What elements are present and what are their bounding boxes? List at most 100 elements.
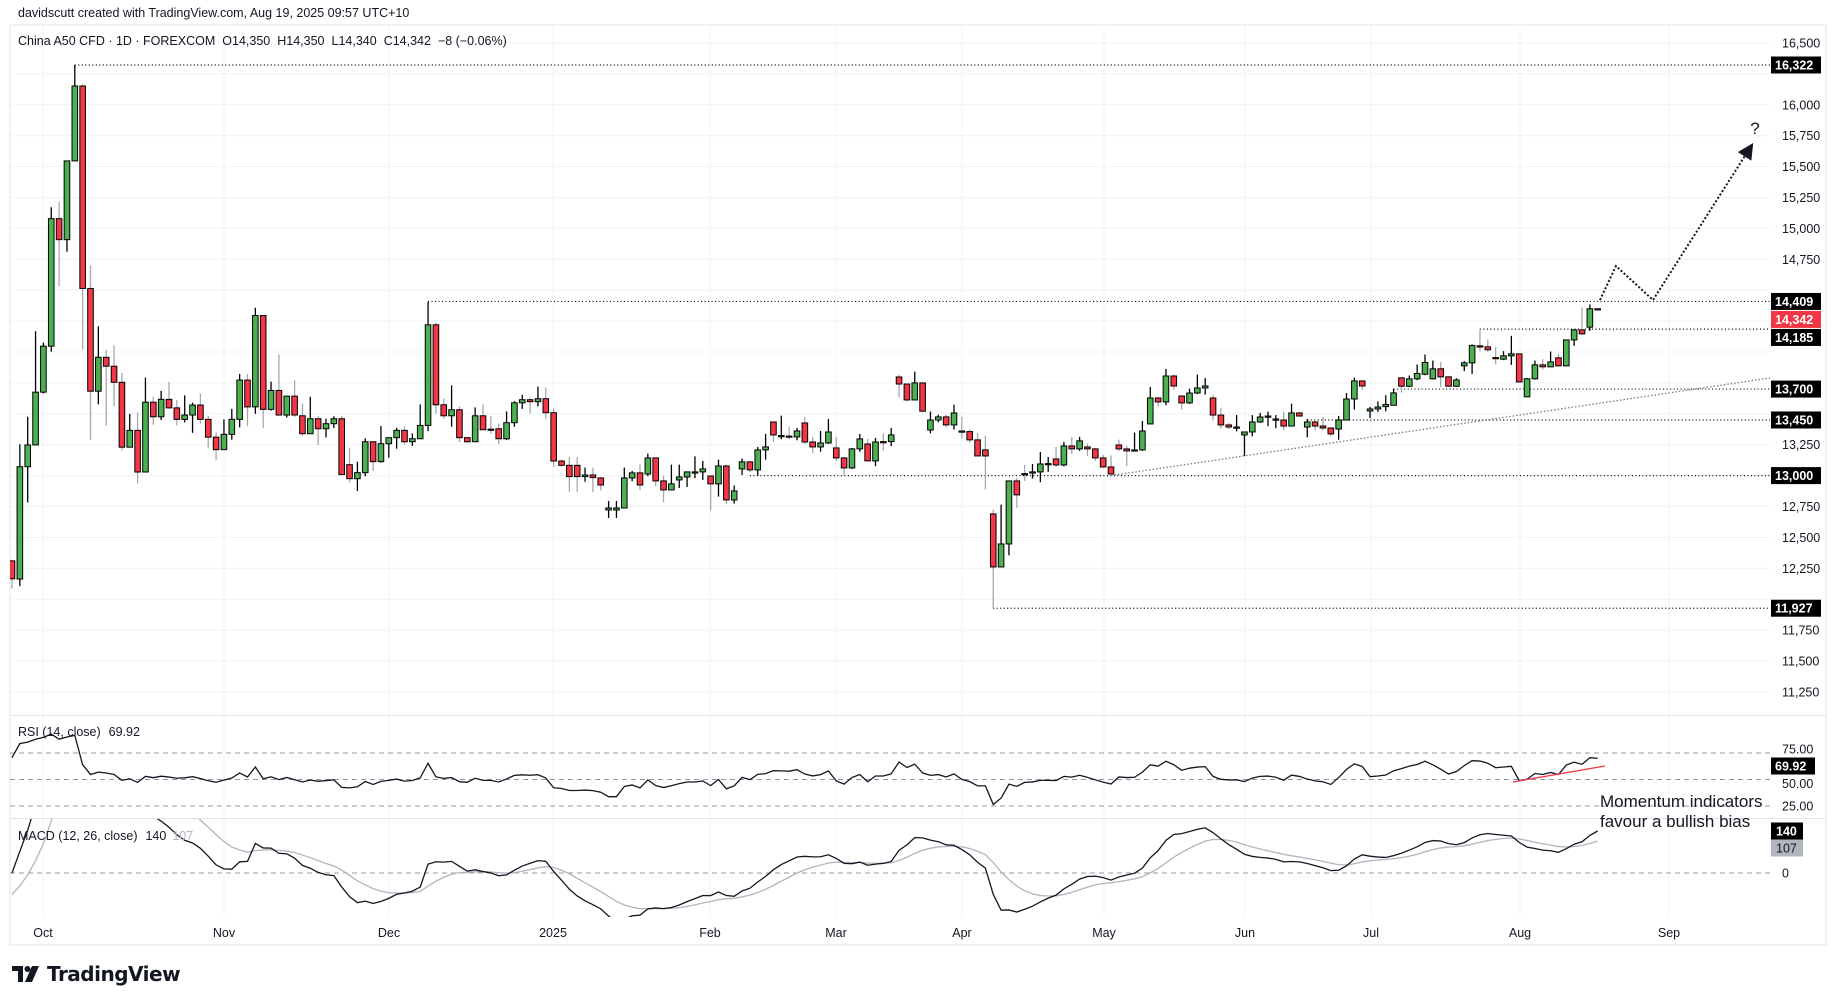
candle-bearish[interactable]: [87, 265, 94, 440]
candle-bullish[interactable]: [1256, 412, 1264, 423]
candle-bullish[interactable]: [1531, 360, 1539, 380]
candle-bearish[interactable]: [974, 432, 981, 457]
candle-bullish[interactable]: [307, 396, 314, 435]
candle-bullish[interactable]: [1586, 304, 1594, 331]
candle-bullish[interactable]: [471, 407, 479, 443]
candle-bullish[interactable]: [511, 401, 518, 427]
candle-bullish[interactable]: [683, 471, 691, 487]
candle-bullish[interactable]: [252, 307, 259, 414]
candle-bullish[interactable]: [817, 430, 824, 452]
macd-signal-line[interactable]: [11, 701, 1598, 910]
candle-bearish[interactable]: [314, 416, 322, 446]
candle-bearish[interactable]: [79, 84, 86, 350]
candle-bullish[interactable]: [518, 394, 526, 409]
candle-bearish[interactable]: [1154, 396, 1162, 407]
candle-bullish[interactable]: [1076, 436, 1083, 451]
candle-bullish[interactable]: [409, 433, 416, 446]
candle-bearish[interactable]: [880, 433, 887, 451]
candle-bullish[interactable]: [267, 381, 275, 411]
candle-bearish[interactable]: [204, 415, 212, 448]
candle-bearish[interactable]: [440, 398, 448, 419]
time-axis[interactable]: Oct Nov Dec 2025 Feb Mar Apr May Jun Jul Aug Sep: [33, 926, 1680, 940]
candle-bearish[interactable]: [895, 374, 903, 398]
candle-bullish[interactable]: [1060, 441, 1068, 467]
rising-trendline[interactable]: [1110, 377, 1770, 477]
candle-bullish[interactable]: [997, 504, 1005, 568]
candle-bullish[interactable]: [393, 427, 400, 449]
candle-bearish[interactable]: [1398, 377, 1405, 393]
candle-bullish[interactable]: [424, 301, 432, 432]
candle-bullish[interactable]: [1500, 351, 1507, 361]
candle-bullish[interactable]: [605, 500, 612, 518]
candle-bearish[interactable]: [401, 426, 408, 445]
candle-bearish[interactable]: [1476, 328, 1484, 352]
candle-bearish[interactable]: [1170, 374, 1178, 390]
candle-bullish[interactable]: [71, 65, 79, 162]
candle-bullish[interactable]: [1005, 480, 1013, 556]
candle-bearish[interactable]: [723, 464, 730, 504]
candle-bearish[interactable]: [102, 349, 110, 426]
candle-bullish[interactable]: [181, 395, 188, 423]
candle-bullish[interactable]: [126, 413, 134, 448]
candle-bullish[interactable]: [1233, 415, 1240, 432]
legend-symbol[interactable]: China A50 CFD · 1D · FOREXCOM: [18, 34, 216, 48]
candle-bearish[interactable]: [652, 457, 660, 487]
candle-bearish[interactable]: [832, 436, 840, 461]
candle-bullish[interactable]: [157, 390, 165, 420]
candle-bullish[interactable]: [47, 207, 55, 352]
candle-bearish[interactable]: [456, 406, 463, 442]
candle-bullish[interactable]: [1037, 451, 1044, 483]
candle-bearish[interactable]: [942, 414, 950, 428]
candle-bullish[interactable]: [848, 447, 856, 469]
rsi-pane[interactable]: [10, 733, 1770, 807]
candle-bearish[interactable]: [550, 408, 557, 467]
candle-bullish[interactable]: [377, 426, 385, 463]
candle-bullish[interactable]: [354, 461, 361, 491]
tradingview-logo[interactable]: TradingView: [12, 962, 181, 986]
candle-bearish[interactable]: [1084, 443, 1091, 456]
candle-bearish[interactable]: [1539, 359, 1547, 370]
candle-bearish[interactable]: [636, 464, 644, 490]
candle-bullish[interactable]: [887, 428, 895, 447]
candle-bearish[interactable]: [487, 416, 495, 434]
candle-bearish[interactable]: [1578, 307, 1586, 335]
candle-bullish[interactable]: [691, 456, 699, 479]
candle-bullish[interactable]: [142, 377, 149, 473]
candle-bullish[interactable]: [1139, 420, 1146, 451]
candle-bullish[interactable]: [1421, 354, 1429, 376]
candle-bullish[interactable]: [534, 386, 542, 407]
candle-bullish[interactable]: [621, 467, 628, 509]
rsi-line[interactable]: [11, 733, 1598, 806]
candle-bullish[interactable]: [1413, 364, 1421, 381]
candle-bearish[interactable]: [134, 412, 141, 484]
candle-bullish[interactable]: [950, 404, 958, 430]
candle-bearish[interactable]: [1327, 427, 1335, 437]
candle-bearish[interactable]: [1437, 362, 1445, 388]
candle-bearish[interactable]: [338, 416, 345, 476]
candle-bullish[interactable]: [738, 458, 746, 475]
candle-bullish[interactable]: [1343, 393, 1350, 421]
candle-bullish[interactable]: [1029, 463, 1036, 479]
candle-bullish[interactable]: [189, 402, 196, 433]
candle-bullish[interactable]: [24, 416, 31, 503]
candle-bullish[interactable]: [1374, 401, 1382, 412]
candle-bullish[interactable]: [935, 414, 942, 423]
candle-bearish[interactable]: [173, 400, 181, 426]
candle-bullish[interactable]: [1241, 431, 1248, 456]
candle-bullish[interactable]: [762, 433, 769, 460]
candle-bearish[interactable]: [1492, 346, 1499, 365]
candle-bearish[interactable]: [369, 441, 377, 472]
candle-bearish[interactable]: [1225, 422, 1233, 430]
rsi-trendline[interactable]: [1512, 765, 1606, 783]
candle-bearish[interactable]: [197, 393, 204, 424]
candle-bearish[interactable]: [479, 404, 487, 431]
candle-bullish[interactable]: [416, 404, 424, 440]
candle-bearish[interactable]: [573, 457, 581, 492]
candle-bullish[interactable]: [385, 437, 393, 458]
candle-bullish[interactable]: [1303, 418, 1311, 438]
candle-bearish[interactable]: [1123, 445, 1131, 467]
candle-bullish[interactable]: [1390, 388, 1397, 406]
macd-pane[interactable]: [10, 621, 1770, 921]
candle-bearish[interactable]: [1296, 411, 1303, 417]
candle-bearish[interactable]: [1555, 353, 1562, 367]
